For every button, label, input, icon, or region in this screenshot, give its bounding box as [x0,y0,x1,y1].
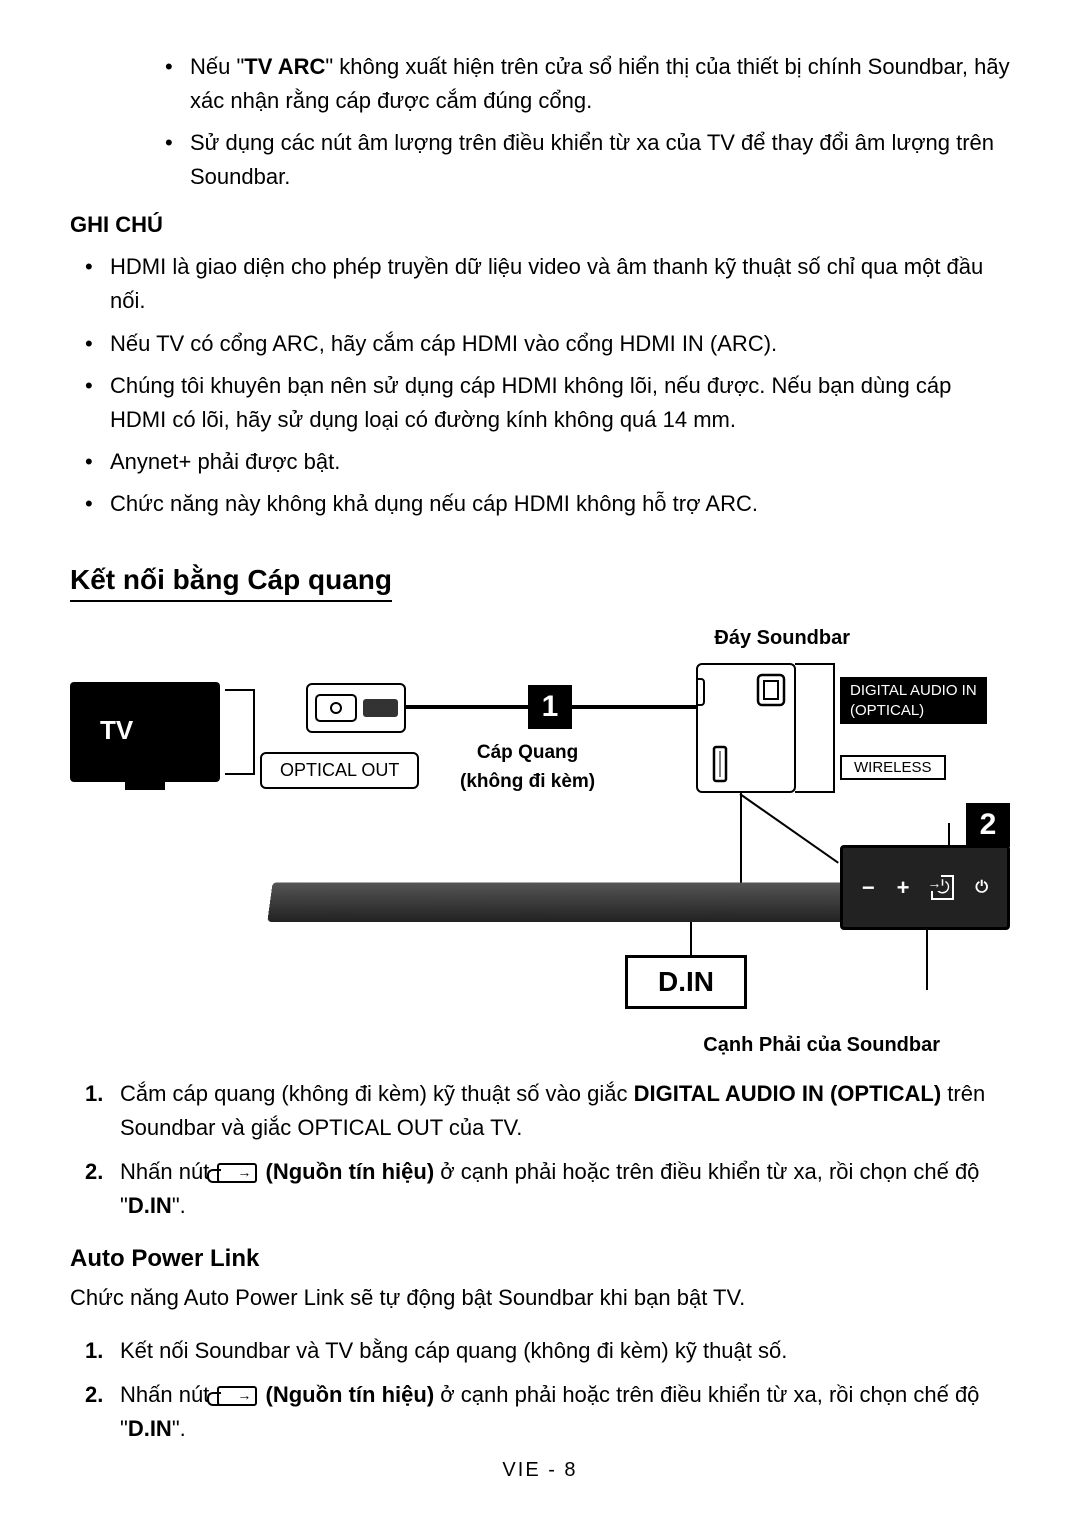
list-item: 2.Nhấn nút (Nguồn tín hiệu) ở cạnh phải … [85,1155,1010,1223]
bracket-right [795,663,835,793]
subsection-heading: Auto Power Link [70,1245,1010,1273]
text-bold: D.IN [128,1416,172,1441]
text-bold: D.IN [128,1193,172,1218]
text-prefix: Nếu " [190,54,244,79]
plus-icon: + [897,875,910,901]
section-heading: Kết nối bằng Cáp quang [70,564,392,602]
connection-diagram: Đáy Soundbar TV OPTICAL OUT 1 Cáp Quang … [70,627,1010,1057]
note-heading: GHI CHÚ [70,212,1010,238]
text-bold: (Nguồn tín hiệu) [259,1159,434,1184]
step-badge-1: 1 [528,685,572,729]
step-number: 1. [85,1334,103,1368]
list-item: Nếu TV có cổng ARC, hãy cắm cáp HDMI vào… [85,327,1010,361]
list-item: 2.Nhấn nút (Nguồn tín hiệu) ở cạnh phải … [85,1378,1010,1446]
list-item: Anynet+ phải được bật. [85,445,1010,479]
diagram-top-label: Đáy Soundbar [714,627,850,650]
minus-icon: − [862,875,875,901]
list-item: 1. Cắm cáp quang (không đi kèm) kỹ thuật … [85,1077,1010,1145]
tv-stand [125,782,165,790]
sub-steps: 1. Kết nối Soundbar và TV bằng cáp quang … [70,1334,1010,1446]
side-line [926,930,928,990]
soundbar-control-panel: − + ⏻ ⏻ [840,845,1010,930]
label-line2: (OPTICAL) [850,702,924,719]
subsection-body: Chức năng Auto Power Link sẽ tự động bật… [70,1281,1010,1315]
text-bold: TV ARC [244,54,325,79]
input-icon: ⏻ [931,875,953,900]
step-number: 1. [85,1077,103,1111]
source-icon [217,1163,257,1183]
list-item: HDMI là giao diện cho phép truyền dữ liệ… [85,250,1010,318]
list-item: 1. Kết nối Soundbar và TV bằng cáp quang … [85,1334,1010,1368]
cable-label-2: (không đi kèm) [460,771,595,792]
text: Nhấn nút [120,1382,215,1407]
source-icon [217,1386,257,1406]
step-number: 2. [85,1378,103,1412]
main-steps: 1. Cắm cáp quang (không đi kèm) kỹ thuật … [70,1077,1010,1223]
diagram-bottom-label: Cạnh Phải của Soundbar [703,1034,940,1057]
notes-list: HDMI là giao diện cho phép truyền dữ liệ… [70,250,1010,521]
text-bold: DIGITAL AUDIO IN (OPTICAL) [634,1081,942,1106]
step-badge-2: 2 [966,803,1010,847]
text: Sử dụng các nút âm lượng trên điều khiển… [190,130,994,189]
cable-connector-left [306,683,406,733]
list-item: Nếu "TV ARC" không xuất hiện trên cửa sổ… [165,50,1010,118]
text: ". [172,1193,186,1218]
text: Cắm cáp quang (không đi kèm) kỹ thuật số… [120,1081,634,1106]
page-footer: VIE - 8 [0,1459,1080,1482]
soundbar-port-panel [696,663,796,793]
list-item: Chức năng này không khả dụng nếu cáp HDM… [85,487,1010,521]
text: Kết nối Soundbar và TV bằng cáp quang (k… [120,1338,787,1363]
din-label: D.IN [625,955,747,1009]
wireless-label: WIRELESS [840,755,946,780]
list-item: Sử dụng các nút âm lượng trên điều khiển… [165,126,1010,194]
digital-audio-label: DIGITAL AUDIO IN (OPTICAL) [840,677,987,724]
tv-illustration [70,682,220,782]
din-line [690,922,692,957]
step-number: 2. [85,1155,103,1189]
text-bold: (Nguồn tín hiệu) [259,1382,434,1407]
connector-line [739,793,838,863]
top-sub-bullets: Nếu "TV ARC" không xuất hiện trên cửa sổ… [70,50,1010,194]
text: ". [172,1416,186,1441]
bracket-left [225,689,255,775]
soundbar-illustration [267,883,892,922]
power-icon: ⏻ [975,879,988,897]
tv-label: TV [100,715,133,746]
text: Nhấn nút [120,1159,215,1184]
list-item: Chúng tôi khuyên bạn nên sử dụng cáp HDM… [85,369,1010,437]
optical-out-label: OPTICAL OUT [260,752,419,789]
cable-label: Cáp Quang (không đi kèm) [460,739,595,796]
label-line1: DIGITAL AUDIO IN [850,682,977,699]
cable-label-1: Cáp Quang [477,742,578,763]
